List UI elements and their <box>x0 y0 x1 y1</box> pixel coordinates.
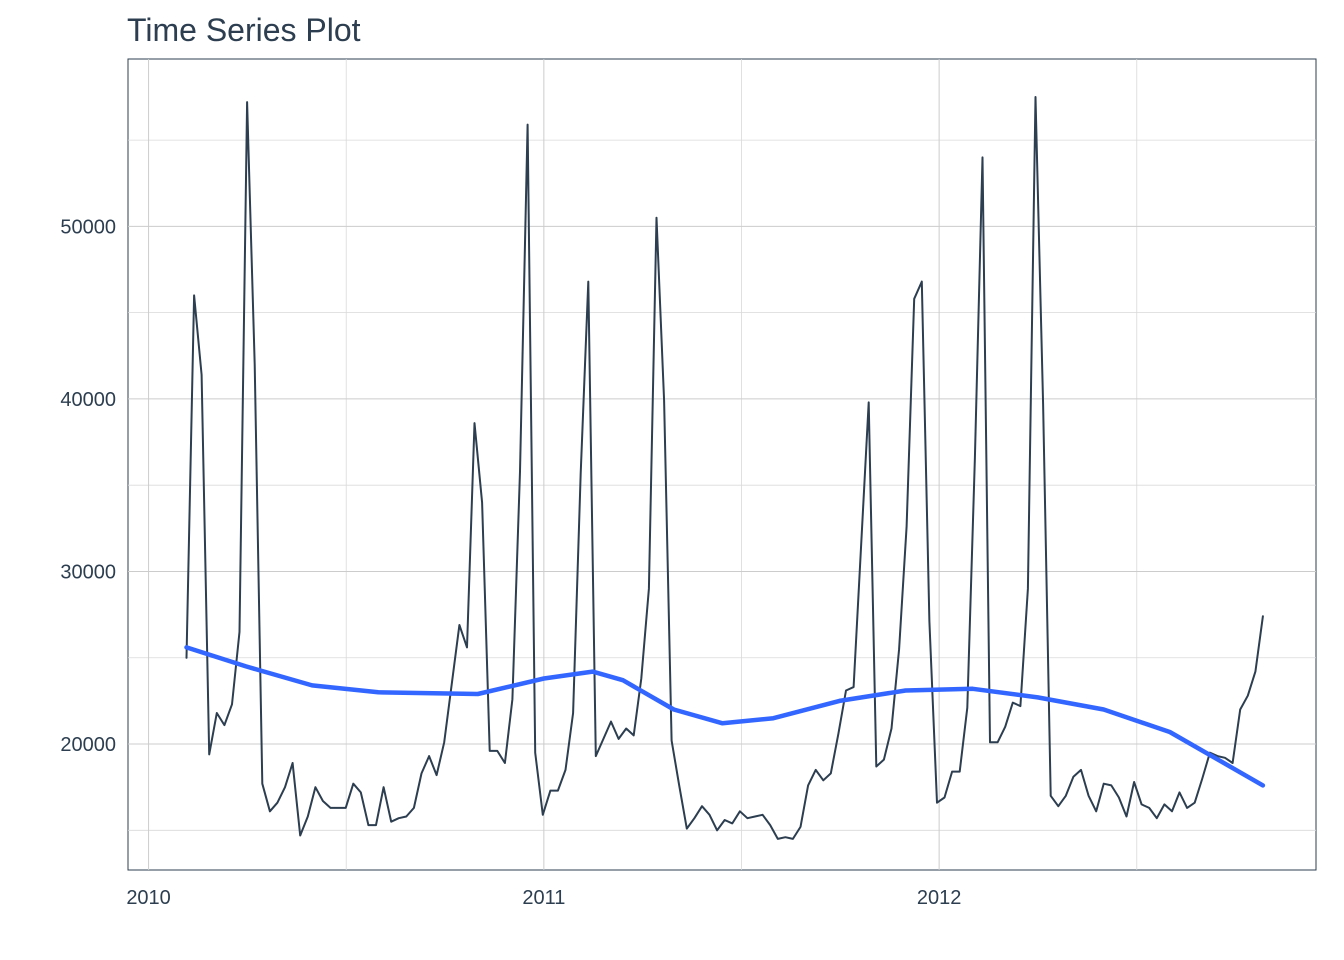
y-tick-label: 50000 <box>60 216 116 238</box>
axis-tick-labels: 20000 30000 40000 50000 2010 2011 2012 <box>60 216 961 909</box>
y-tick-label: 40000 <box>60 389 116 411</box>
series-line-weekly <box>185 96 1264 840</box>
grid-lines <box>128 59 1316 870</box>
x-tick-label: 2011 <box>522 887 565 909</box>
series-line-smooth <box>184 645 1266 788</box>
y-tick-label: 30000 <box>60 561 116 583</box>
y-tick-label: 20000 <box>60 734 116 756</box>
x-tick-label: 2012 <box>917 887 962 909</box>
chart-title: Time Series Plot <box>127 12 361 48</box>
x-tick-label: 2010 <box>126 887 171 909</box>
series-layer <box>184 96 1266 840</box>
plot-panel <box>127 58 1317 871</box>
